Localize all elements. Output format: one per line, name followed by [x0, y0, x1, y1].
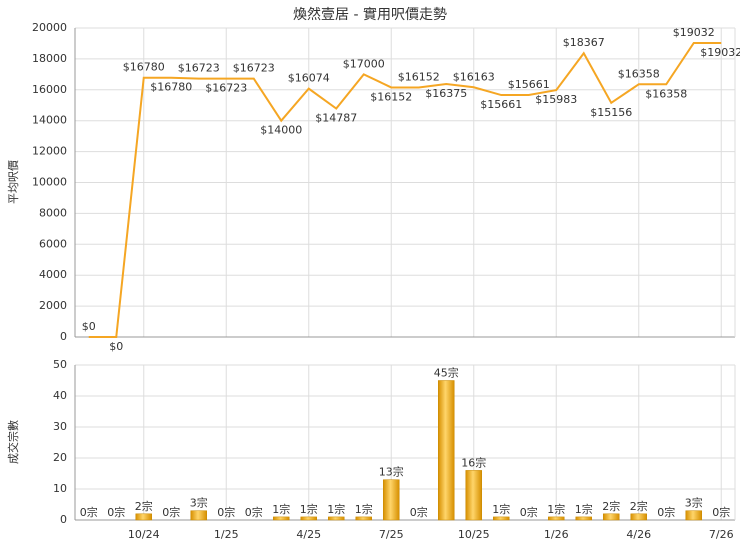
data-label: 1宗 — [547, 502, 565, 516]
bar — [328, 516, 345, 521]
data-label: $15983 — [535, 93, 577, 106]
y-tick-label: 6000 — [39, 237, 67, 250]
y-tick-label: 12000 — [32, 145, 67, 158]
y-tick-label: 10 — [53, 482, 67, 495]
data-label: 2宗 — [602, 499, 620, 513]
data-label: $14000 — [260, 124, 302, 137]
y-tick-label: 4000 — [39, 268, 67, 281]
data-label: 1宗 — [327, 502, 345, 516]
bar — [273, 516, 290, 521]
x-tick-label: 10/24 — [128, 528, 160, 541]
y-tick-label: 18000 — [32, 52, 67, 65]
data-label: $16375 — [425, 87, 467, 100]
data-label: $16358 — [645, 87, 687, 100]
y-tick-label: 0 — [60, 513, 67, 526]
x-tick-label: 1/26 — [544, 528, 569, 541]
x-tick-label: 7/25 — [379, 528, 404, 541]
data-label: $16163 — [453, 70, 495, 83]
bar — [465, 470, 482, 521]
y-axis-label: 成交宗數 — [6, 420, 20, 464]
x-tick-label: 4/25 — [296, 528, 321, 541]
data-label: 0宗 — [80, 505, 98, 519]
data-label: $16152 — [370, 90, 412, 103]
x-tick-label: 1/25 — [214, 528, 239, 541]
data-label: 1宗 — [492, 502, 510, 516]
data-label: $19032 — [673, 26, 715, 39]
data-label: $18367 — [563, 36, 605, 49]
y-axis-label: 平均呎價 — [6, 160, 20, 204]
y-tick-label: 50 — [53, 358, 67, 371]
chart-title: 煥然壹居 - 實用呎價走勢 — [293, 6, 447, 23]
data-label: $16723 — [205, 82, 247, 95]
x-tick-label: 4/26 — [626, 528, 651, 541]
price-line — [88, 41, 722, 338]
data-label: 2宗 — [135, 499, 153, 513]
y-tick-label: 30 — [53, 420, 67, 433]
data-label: 45宗 — [434, 366, 459, 380]
bar — [135, 513, 152, 521]
data-label: 1宗 — [575, 502, 593, 516]
y-tick-label: 2000 — [39, 299, 67, 312]
data-label: 0宗 — [410, 505, 428, 519]
y-tick-label: 20000 — [32, 21, 67, 34]
data-label: 16宗 — [461, 455, 486, 469]
y-tick-label: 10000 — [32, 176, 67, 189]
y-tick-label: 20 — [53, 451, 67, 464]
bar — [548, 516, 565, 521]
data-label: $15661 — [480, 98, 522, 111]
data-label: 1宗 — [272, 502, 290, 516]
bar — [603, 513, 620, 521]
data-label: $16723 — [178, 62, 220, 75]
data-label: 2宗 — [630, 499, 648, 513]
data-label: 0宗 — [162, 505, 180, 519]
y-tick-label: 0 — [60, 330, 67, 343]
data-label: 13宗 — [379, 465, 404, 479]
data-label: 0宗 — [245, 505, 263, 519]
data-label: $16780 — [123, 61, 165, 74]
data-label: $0 — [109, 340, 123, 353]
x-tick-label: 7/26 — [709, 528, 734, 541]
data-label: $19032 — [700, 46, 740, 59]
bar — [493, 516, 510, 521]
data-label: $0 — [82, 320, 96, 333]
data-label: 3宗 — [190, 496, 208, 510]
data-label: 1宗 — [355, 502, 373, 516]
data-label: $17000 — [343, 57, 385, 70]
bar — [575, 516, 592, 521]
data-label: 0宗 — [107, 505, 125, 519]
bar — [438, 380, 455, 521]
data-label: $14787 — [315, 112, 357, 125]
bar — [685, 510, 702, 521]
data-label: 0宗 — [520, 505, 538, 519]
bar — [355, 516, 372, 521]
data-label: 3宗 — [685, 496, 703, 510]
data-label: 1宗 — [300, 502, 318, 516]
bar — [300, 516, 317, 521]
bar — [190, 510, 207, 521]
data-label: $16358 — [618, 67, 660, 80]
data-label: 0宗 — [217, 505, 235, 519]
data-label: $15156 — [590, 106, 632, 119]
bar — [630, 513, 647, 521]
data-label: $16074 — [288, 72, 330, 85]
data-label: $16723 — [233, 62, 275, 75]
y-tick-label: 40 — [53, 389, 67, 402]
bar — [383, 479, 400, 521]
data-label: $16780 — [150, 81, 192, 94]
data-label: $15661 — [508, 78, 550, 91]
y-tick-label: 16000 — [32, 83, 67, 96]
data-label: $16152 — [398, 70, 440, 83]
y-tick-label: 14000 — [32, 114, 67, 127]
x-tick-label: 10/25 — [458, 528, 490, 541]
data-label: 0宗 — [657, 505, 675, 519]
y-tick-label: 8000 — [39, 206, 67, 219]
data-label: 0宗 — [712, 505, 730, 519]
